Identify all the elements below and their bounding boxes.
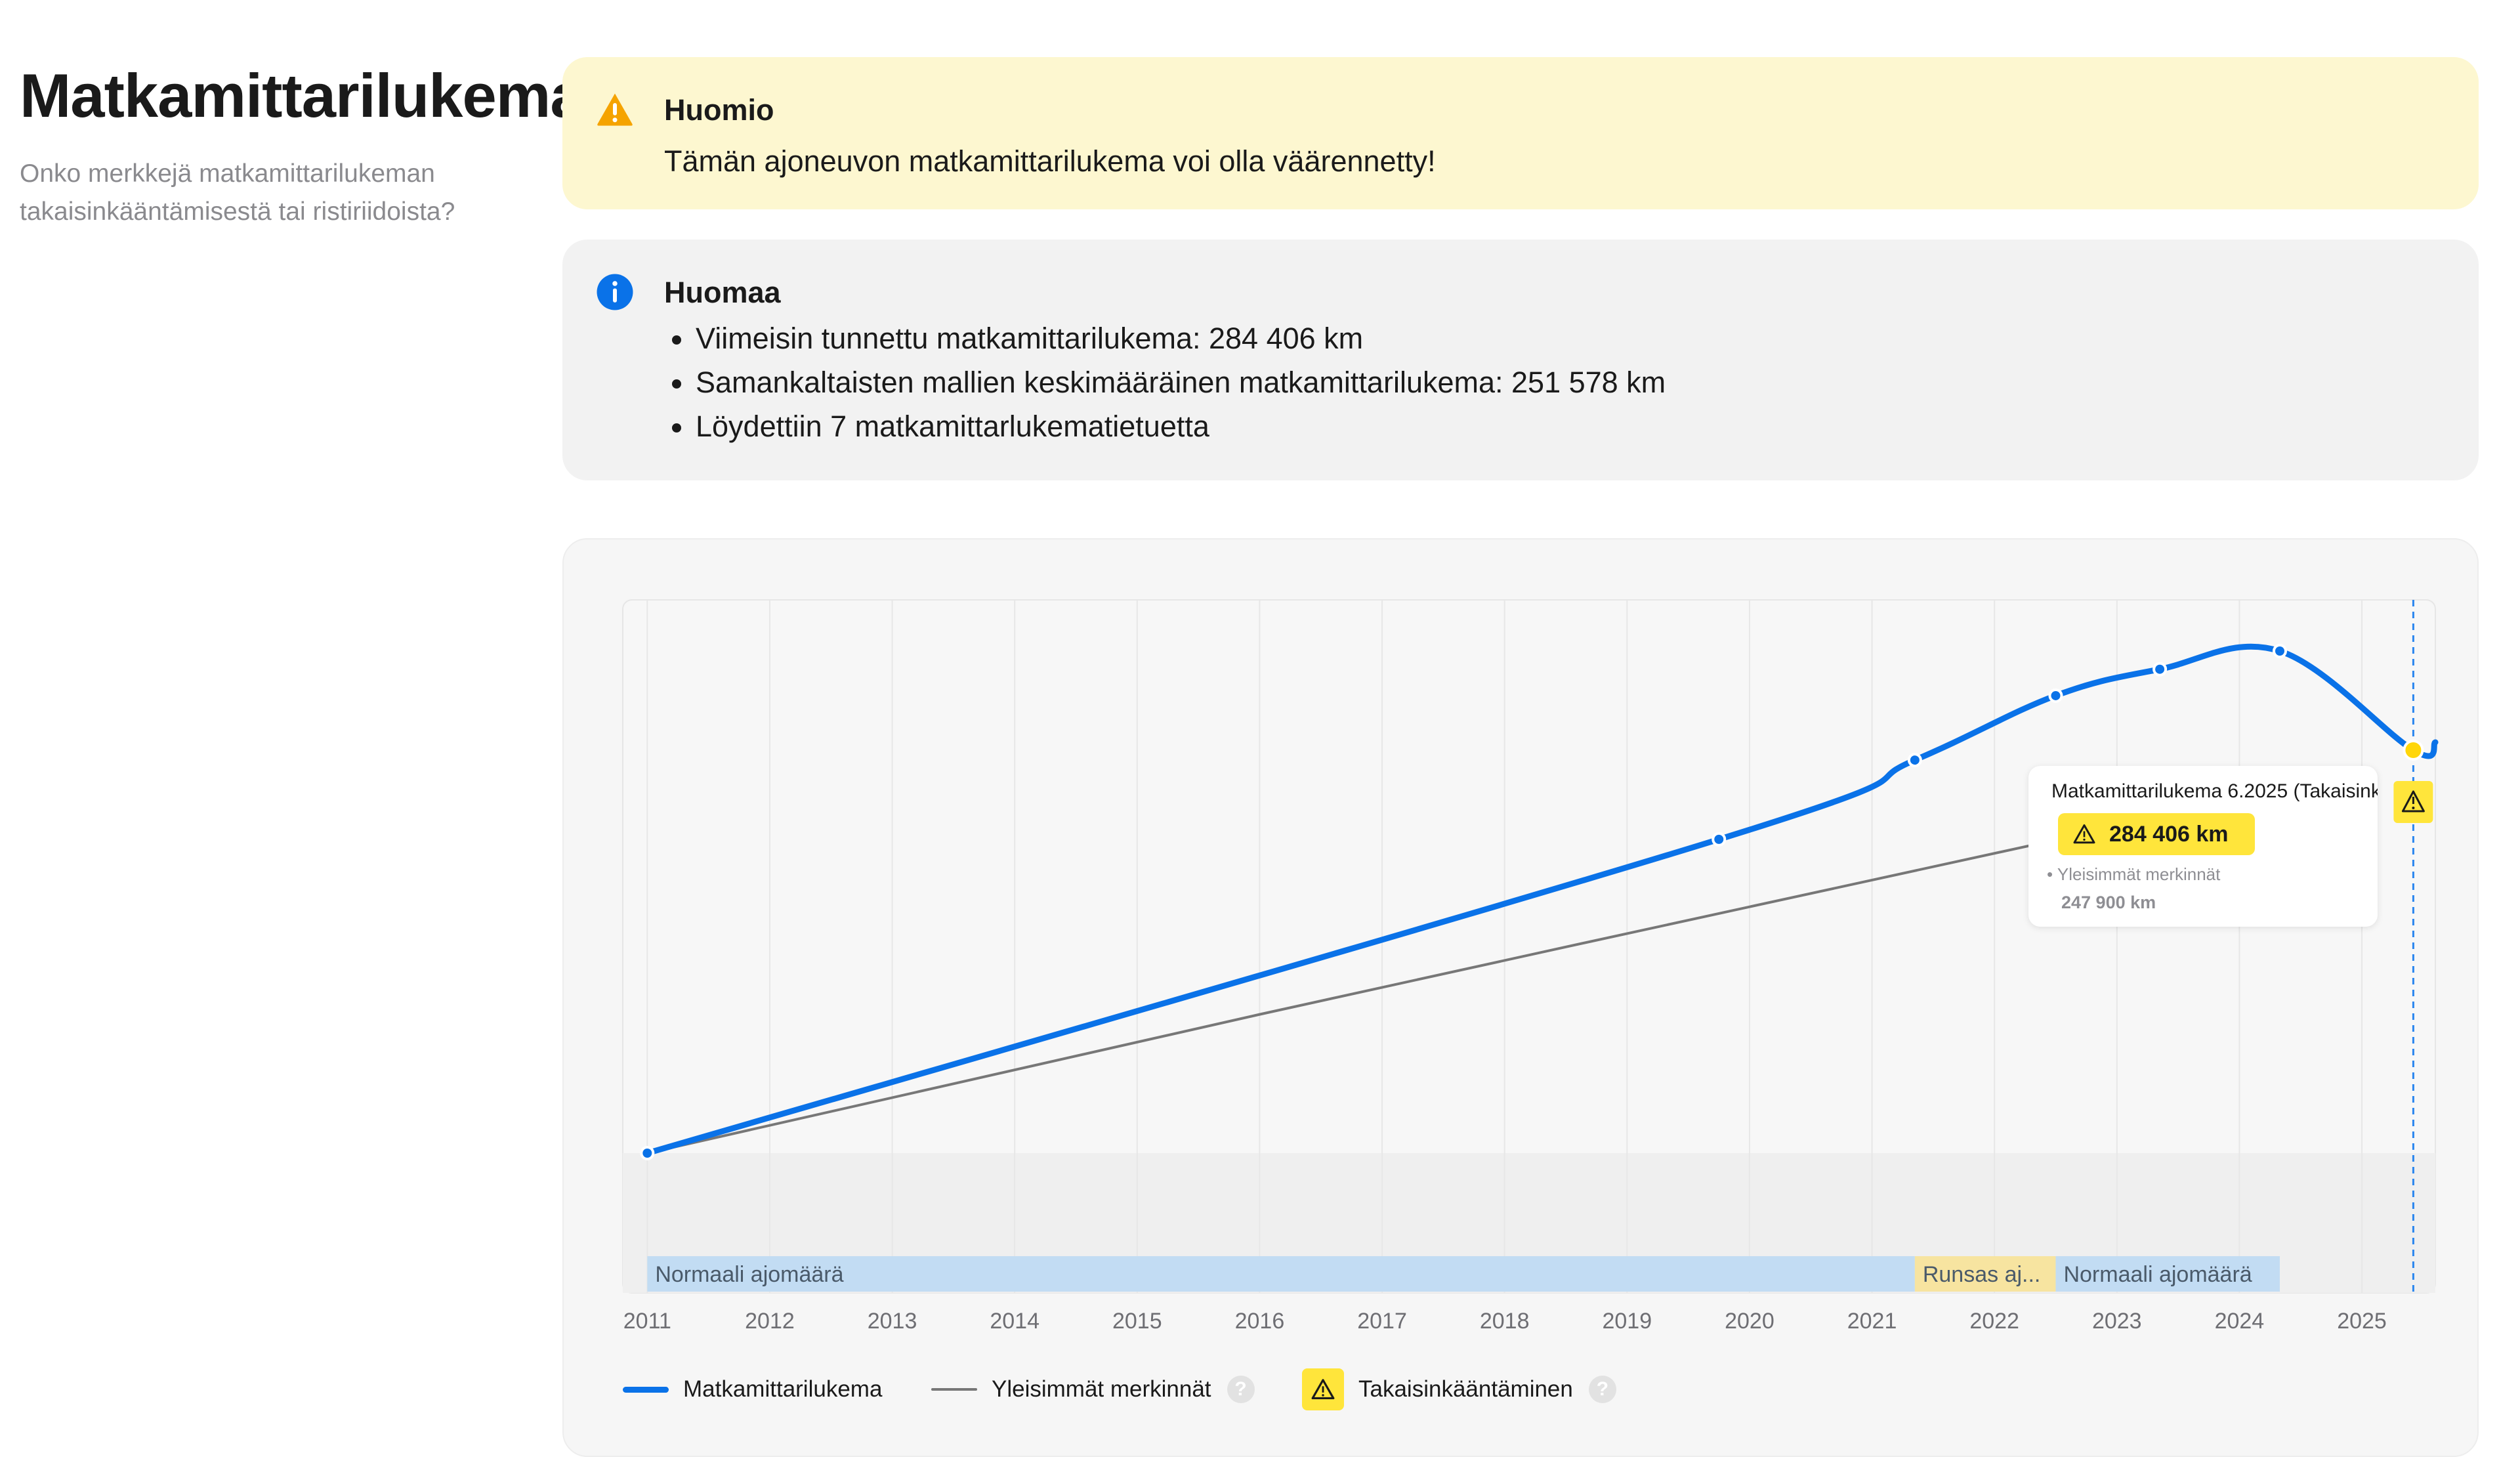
info-title: Huomaa bbox=[664, 276, 781, 309]
usage-band-label: Runsas aj... bbox=[1923, 1262, 2041, 1287]
odometer-chart-card: Normaali ajomäärä Runsas aj... Normaali aj… bbox=[562, 538, 2479, 1457]
chart-tooltip: Matkamittarilukema 6.2025 (Takaisinkäänt… bbox=[2028, 766, 2378, 927]
data-point bbox=[2155, 664, 2165, 674]
data-point bbox=[1910, 755, 1920, 765]
x-tick-label: 2016 bbox=[1235, 1309, 1285, 1334]
legend-label: Matkamittarilukema bbox=[683, 1376, 883, 1402]
tooltip-value-badge: 284 406 km bbox=[2058, 813, 2255, 855]
warning-triangle-icon bbox=[2401, 790, 2425, 813]
odometer-chart: Normaali ajomäärä Runsas aj... Normaali aj… bbox=[622, 599, 2439, 1334]
x-tick-label: 2022 bbox=[1969, 1309, 2019, 1334]
x-tick-label: 2024 bbox=[2215, 1309, 2265, 1334]
x-tick-label: 2012 bbox=[745, 1309, 795, 1334]
tooltip-title: Matkamittarilukema 6.2025 (Takaisinkäänt… bbox=[2051, 780, 2378, 802]
usage-band bbox=[1914, 1256, 2056, 1292]
info-item: Viimeisin tunnettu matkamittarilukema: 2… bbox=[694, 316, 1666, 360]
x-tick-label: 2019 bbox=[1602, 1309, 1652, 1334]
data-point bbox=[2051, 690, 2061, 700]
data-point bbox=[2275, 646, 2284, 656]
rollback-point bbox=[2405, 742, 2422, 758]
x-tick-label: 2021 bbox=[1847, 1309, 1897, 1334]
x-tick-label: 2018 bbox=[1480, 1309, 1530, 1334]
info-alert: Huomaa Viimeisin tunnettu matkamittarilu… bbox=[562, 240, 2479, 480]
x-tick-label: 2023 bbox=[2092, 1309, 2142, 1334]
warning-alert: Huomio Tämän ajoneuvon matkamittarilukem… bbox=[562, 57, 2479, 209]
info-item: Samankaltaisten mallien keskimääräinen m… bbox=[694, 360, 1666, 404]
warning-triangle-icon bbox=[2073, 824, 2095, 844]
legend-rollback[interactable]: Takaisinkääntäminen ? bbox=[1302, 1368, 1616, 1410]
data-point bbox=[1714, 834, 1724, 844]
legend-line-grey bbox=[931, 1388, 977, 1391]
tooltip-value: 284 406 km bbox=[2109, 822, 2229, 847]
x-tick-label: 2017 bbox=[1357, 1309, 1407, 1334]
warning-triangle-icon-dot bbox=[2412, 807, 2415, 809]
x-tick-label: 2014 bbox=[990, 1309, 1040, 1334]
legend-common-records[interactable]: Yleisimmät merkinnät ? bbox=[931, 1370, 1255, 1409]
legend-label: Yleisimmät merkinnät bbox=[992, 1376, 1211, 1402]
legend-line-blue bbox=[623, 1386, 669, 1393]
series-line-common-records bbox=[646, 841, 2044, 1154]
usage-band bbox=[2055, 1256, 2280, 1292]
info-item: Löydettiin 7 matkamittarlukematietuetta bbox=[694, 404, 1666, 448]
page-title: Matkamittarilukema bbox=[20, 61, 585, 130]
usage-band-label: Normaali ajomäärä bbox=[655, 1262, 843, 1287]
legend-label: Takaisinkääntäminen bbox=[1358, 1376, 1573, 1402]
help-icon[interactable]: ? bbox=[1588, 1376, 1616, 1403]
tooltip-series-value: 247 900 km bbox=[2061, 893, 2156, 912]
tooltip-series: • Yleisimmät merkinnät bbox=[2047, 864, 2221, 884]
x-tick-label: 2015 bbox=[1112, 1309, 1162, 1334]
warning-triangle-icon bbox=[597, 93, 633, 126]
x-tick-label: 2013 bbox=[868, 1309, 917, 1334]
warning-text: Tämän ajoneuvon matkamittarilukema voi o… bbox=[664, 144, 1436, 178]
warning-title: Huomio bbox=[664, 93, 774, 127]
legend-odometer[interactable]: Matkamittarilukema bbox=[623, 1370, 882, 1409]
usage-band bbox=[647, 1256, 1915, 1292]
series-line-odometer bbox=[644, 643, 2439, 1156]
help-icon[interactable]: ? bbox=[1227, 1376, 1255, 1403]
header: Matkamittarilukema Onko merkkejä matkami… bbox=[20, 59, 585, 231]
info-list: Viimeisin tunnettu matkamittarilukema: 2… bbox=[664, 316, 1666, 448]
page-subtitle: Onko merkkejä matkamittarilukeman takais… bbox=[20, 159, 455, 226]
x-tick-label: 2011 bbox=[623, 1309, 671, 1334]
info-icon bbox=[597, 274, 633, 310]
tooltip-series-name: Yleisimmät merkinnät bbox=[2057, 864, 2221, 884]
x-tick-label: 2020 bbox=[1725, 1309, 1774, 1334]
warning-triangle-icon bbox=[1302, 1368, 1344, 1410]
x-tick-label: 2025 bbox=[2337, 1309, 2387, 1334]
usage-band-label: Normaali ajomäärä bbox=[2063, 1262, 2252, 1287]
data-point bbox=[642, 1149, 652, 1158]
